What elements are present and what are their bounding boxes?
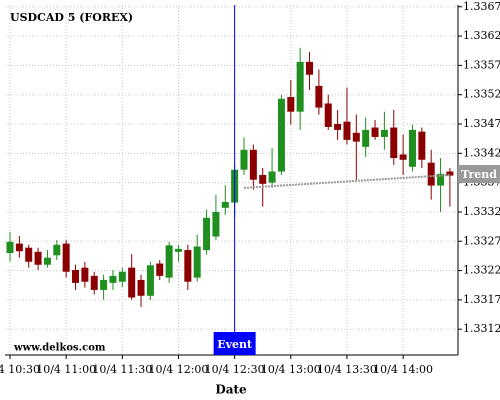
candle-body xyxy=(380,129,388,137)
candle-body xyxy=(268,171,276,183)
candle-body xyxy=(371,127,379,137)
trend-label: Trend xyxy=(461,168,497,181)
candle-body xyxy=(128,267,136,298)
candle-body xyxy=(343,121,351,140)
candle-body xyxy=(6,241,14,253)
candle-body xyxy=(184,250,192,282)
candle-body xyxy=(43,257,51,265)
candle-body xyxy=(221,201,229,208)
x-tick-label: 10/4 12:00 xyxy=(149,363,209,376)
x-tick-label: 10/4 13:30 xyxy=(317,363,377,376)
candle-body xyxy=(259,175,267,184)
candle-body xyxy=(212,211,220,237)
candle-body xyxy=(156,263,164,276)
event-label: Event xyxy=(217,338,253,351)
candle-body xyxy=(109,275,117,283)
candle-body xyxy=(174,248,182,252)
candle-body xyxy=(25,247,33,262)
candle-body xyxy=(193,246,201,278)
candle-body xyxy=(100,279,108,290)
candle-body xyxy=(437,173,445,186)
candle-body xyxy=(390,127,398,159)
y-tick-label: 1.3342 xyxy=(463,146,500,159)
trend-label-box xyxy=(458,165,500,184)
candle-body xyxy=(287,97,295,112)
y-tick-label: 1.3332 xyxy=(463,205,500,218)
candle-body xyxy=(427,162,435,186)
x-tick-label: 10/4 11:00 xyxy=(36,363,96,376)
candle-body xyxy=(249,149,257,180)
candle-body xyxy=(118,271,126,282)
candle-body xyxy=(203,217,211,251)
candle-body xyxy=(62,243,70,272)
candle-body xyxy=(399,154,407,160)
candle-body xyxy=(165,245,173,278)
y-tick-label: 1.3327 xyxy=(463,234,500,247)
candle-body xyxy=(315,85,323,108)
candle-body xyxy=(15,243,23,252)
candle-body xyxy=(137,279,145,296)
x-tick-label: 10/4 12:30 xyxy=(205,363,265,376)
y-tick-label: 1.3352 xyxy=(463,88,500,101)
x-tick-label: 10/4 13:00 xyxy=(261,363,321,376)
candle-body xyxy=(53,244,61,256)
y-tick-label: 1.3322 xyxy=(463,264,500,277)
candle-body xyxy=(90,275,98,290)
candle-body xyxy=(418,131,426,160)
y-tick-label: 1.3362 xyxy=(463,29,500,42)
trend-line xyxy=(243,174,450,189)
candle-body xyxy=(34,251,42,265)
y-tick-label: 1.3357 xyxy=(463,58,500,71)
candle-body xyxy=(446,171,454,176)
y-tick-label: 1.3367 xyxy=(463,0,500,13)
candle-body xyxy=(146,265,154,296)
candle-body xyxy=(362,129,370,147)
candle-body xyxy=(81,267,89,282)
candle-body xyxy=(72,269,80,283)
y-tick-label: 1.3312 xyxy=(463,322,500,335)
watermark: www.delkos.com xyxy=(13,343,106,354)
candle-body xyxy=(240,149,248,170)
candle-body xyxy=(296,61,304,112)
x-tick-label: 10/4 10:30 xyxy=(0,363,40,376)
chart-title: USDCAD 5 (FOREX) xyxy=(10,11,133,24)
x-tick-label: 10/4 11:30 xyxy=(92,363,152,376)
event-box xyxy=(213,332,256,355)
candle-body xyxy=(408,129,416,167)
x-axis-label: Date xyxy=(215,383,247,397)
candle-body xyxy=(306,61,314,75)
y-tick-label: 1.3317 xyxy=(463,293,500,306)
x-tick-label: 10/4 14:00 xyxy=(373,363,433,376)
candle-body xyxy=(334,124,342,130)
candle-body xyxy=(324,103,332,127)
candle-body xyxy=(352,132,360,142)
candle-body xyxy=(277,98,285,172)
y-tick-label: 1.3347 xyxy=(463,117,500,130)
